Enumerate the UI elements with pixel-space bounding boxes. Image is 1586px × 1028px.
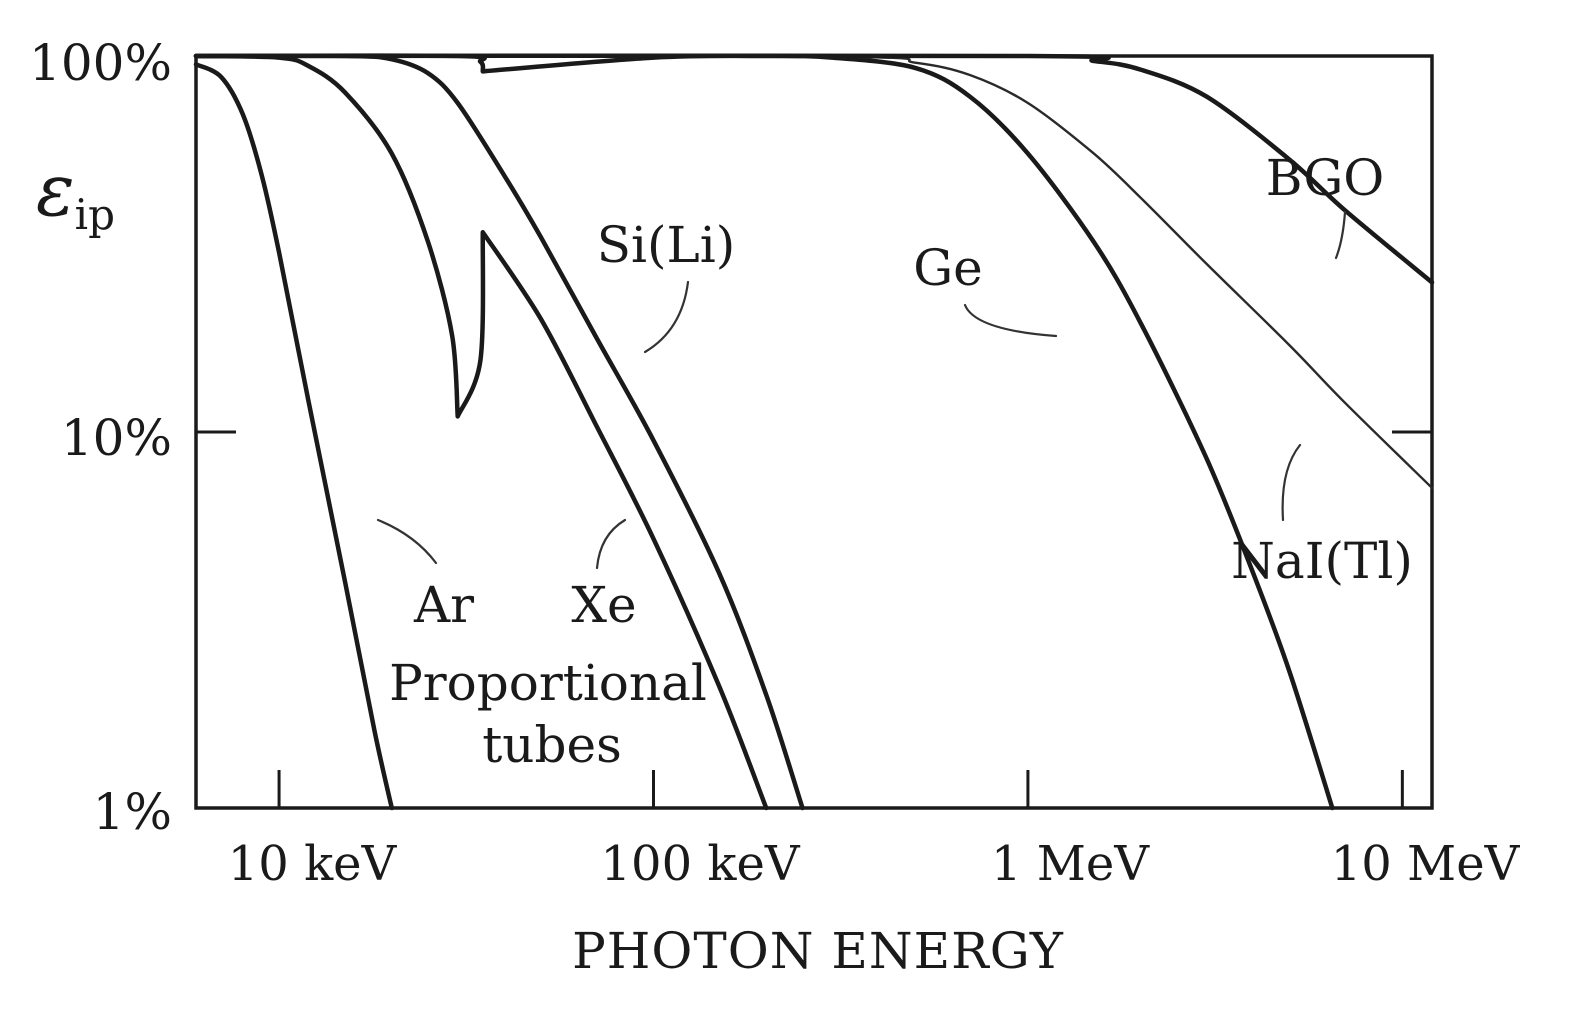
series-label-ar: Ar [413,576,474,634]
leader-nai [1281,443,1302,522]
annotation-tubes: tubes [482,716,622,774]
series-label-bgo: BGO [1266,149,1385,207]
xtick-label-10kev: 10 keV [228,836,398,892]
curve-bgo [193,53,1435,285]
xtick-label-10mev: 10 MeV [1331,836,1521,892]
y-axis-subscript: ip [75,190,115,239]
label-leaders [376,210,1347,570]
series-label-sili: Si(Li) [597,216,735,274]
curve-si-li [193,53,805,811]
xtick-label-100kev: 100 keV [600,836,800,892]
leader-sili [643,280,690,354]
curves-group [193,53,1435,811]
annotation-proportional: Proportional [389,654,707,712]
y-axis-title: εip [36,148,115,239]
series-label-xe: Xe [571,576,636,634]
leader-xe [595,518,627,570]
y-axis-symbol: ε [36,148,75,232]
series-label-nai: NaI(Tl) [1231,532,1413,590]
series-label-ge: Ge [913,239,983,297]
leader-ar [376,518,438,565]
ytick-label-10: 10% [61,409,172,467]
leader-bgo [1334,210,1347,260]
curve-ar [193,62,395,811]
curve-nai-tl [194,54,1434,490]
leader-ge [963,303,1058,338]
ytick-label-1: 1% [93,783,172,841]
plot-frame [194,54,1434,810]
tick-marks [196,54,1432,810]
x-axis-title: PHOTON ENERGY [572,922,1064,980]
ytick-label-100: 100% [29,34,172,92]
xtick-label-1mev: 1 MeV [991,836,1150,892]
